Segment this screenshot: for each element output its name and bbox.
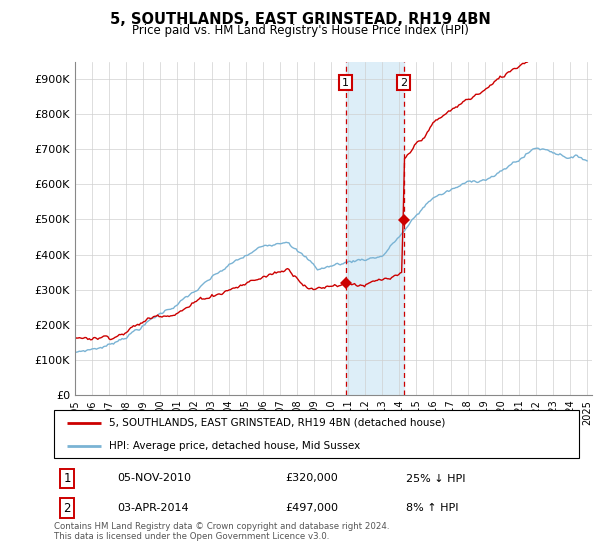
Text: 1: 1 — [342, 78, 349, 88]
FancyBboxPatch shape — [54, 410, 579, 458]
Text: Contains HM Land Registry data © Crown copyright and database right 2024.
This d: Contains HM Land Registry data © Crown c… — [54, 522, 389, 542]
Text: Price paid vs. HM Land Registry's House Price Index (HPI): Price paid vs. HM Land Registry's House … — [131, 24, 469, 37]
Text: 5, SOUTHLANDS, EAST GRINSTEAD, RH19 4BN: 5, SOUTHLANDS, EAST GRINSTEAD, RH19 4BN — [110, 12, 490, 27]
Text: HPI: Average price, detached house, Mid Sussex: HPI: Average price, detached house, Mid … — [109, 441, 361, 451]
Text: 5, SOUTHLANDS, EAST GRINSTEAD, RH19 4BN (detached house): 5, SOUTHLANDS, EAST GRINSTEAD, RH19 4BN … — [109, 418, 445, 428]
Text: 05-NOV-2010: 05-NOV-2010 — [117, 474, 191, 483]
Text: 2: 2 — [400, 78, 407, 88]
Text: £320,000: £320,000 — [285, 474, 338, 483]
Text: 03-APR-2014: 03-APR-2014 — [117, 503, 188, 513]
Bar — [346, 62, 404, 395]
Text: £497,000: £497,000 — [285, 503, 338, 513]
Text: 1: 1 — [64, 472, 71, 485]
Text: 8% ↑ HPI: 8% ↑ HPI — [406, 503, 458, 513]
Text: 25% ↓ HPI: 25% ↓ HPI — [406, 474, 465, 483]
Text: 2: 2 — [64, 502, 71, 515]
